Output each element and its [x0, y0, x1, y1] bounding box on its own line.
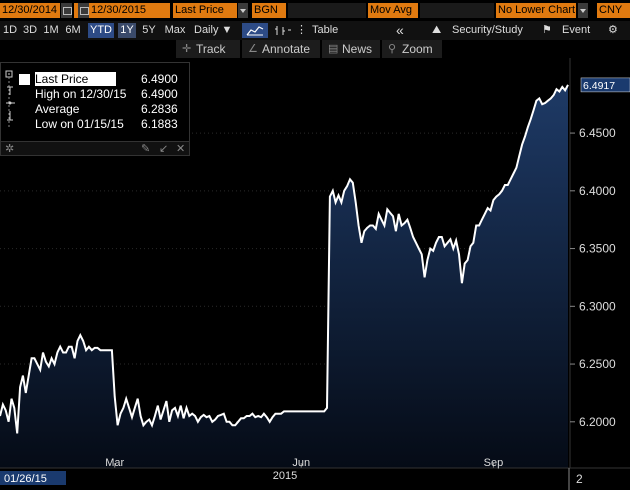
legend-high: High on 12/30/15	[35, 87, 127, 101]
track-label: Track	[196, 42, 226, 56]
year-label: 2015	[273, 470, 297, 482]
legend-average-label: Average	[35, 102, 80, 116]
close-icon[interactable]: ✕	[176, 143, 186, 155]
legend-tree-icon	[5, 70, 15, 127]
news-icon: ▤	[328, 43, 339, 55]
source-spacer	[288, 3, 366, 18]
cursor-date: 01/26/15	[4, 473, 47, 485]
legend-average-value: 6.2836	[141, 102, 178, 116]
x-tick-label: Sep	[484, 457, 504, 469]
range-max[interactable]: Max	[164, 24, 186, 36]
legend-last-price-label: Last Price	[35, 72, 117, 86]
zoom-button[interactable]: ⚲ Zoom	[382, 40, 442, 58]
legend-low-value: 6.1883	[141, 117, 178, 131]
last-price-label: 6.4917	[583, 80, 615, 92]
period-selector[interactable]: Daily ▼	[194, 24, 233, 36]
chevron-down-icon[interactable]	[238, 3, 248, 18]
table-button[interactable]: Table	[312, 24, 339, 36]
range-6m[interactable]: 6M	[65, 24, 81, 36]
security-study-button[interactable]: Security/Study	[452, 24, 523, 36]
chevron-down-icon[interactable]	[578, 3, 588, 18]
x-tick-label: Mar	[105, 457, 124, 469]
annotate-button[interactable]: ∠ Annotate	[242, 40, 320, 58]
annotate-label: Annotate	[262, 42, 311, 56]
gear-icon[interactable]: ⚙	[608, 24, 618, 36]
legend-high-label: High on	[35, 87, 77, 101]
y-tick-label: 6.4000	[579, 184, 616, 198]
legend-average: Average	[35, 102, 79, 116]
y-tick-label: 6.2500	[579, 357, 616, 371]
y-axis: 6.2000 6.2500 6.3000 6.3500 6.4000 6.4500	[570, 126, 616, 429]
top-toolbar: 12/30/2014 12/30/2015 Last Price BGN Mov…	[0, 0, 630, 21]
page-indicator: 2	[576, 472, 583, 486]
x-axis-band	[0, 468, 630, 490]
flag-icon[interactable]: ⚑	[542, 24, 552, 36]
collapse-icon[interactable]: «	[396, 22, 404, 38]
y-tick-label: 6.3000	[579, 299, 616, 313]
magnifier-icon: ⚲	[388, 43, 397, 55]
chart-tools-bar: ✛ Track ∠ Annotate ▤ News ⚲ Zoom	[0, 40, 630, 58]
field-selector[interactable]: Last Price	[173, 3, 237, 18]
start-date-field[interactable]: 12/30/2014	[0, 3, 60, 18]
last-price-swatch	[19, 74, 30, 85]
legend-low-date: 01/15/15	[77, 117, 124, 131]
legend-high-date: 12/30/15	[79, 87, 127, 101]
x-tick-label: Jun	[292, 457, 310, 469]
news-button[interactable]: ▤ News	[322, 40, 380, 58]
price-area	[0, 84, 568, 469]
legend-low-label: Low on	[35, 117, 74, 131]
range-1m[interactable]: 1M	[43, 24, 59, 36]
last-price-box	[580, 77, 630, 93]
bar-chart-icon[interactable]	[270, 23, 296, 38]
pin-icon[interactable]: ✎	[141, 143, 151, 155]
pencil-icon: ∠	[248, 43, 258, 55]
news-label: News	[342, 42, 373, 56]
calendar-icon[interactable]	[61, 3, 72, 18]
gear-icon[interactable]: ✲	[5, 143, 15, 155]
calendar-icon[interactable]	[78, 3, 89, 18]
y-tick-label: 6.2000	[579, 415, 616, 429]
study-spacer	[420, 3, 494, 18]
legend-high-value: 6.4900	[141, 87, 178, 101]
y-tick-label: 6.4500	[579, 126, 616, 140]
range-5y[interactable]: 5Y	[142, 24, 156, 36]
range-toolbar: 1D 3D 1M 6M YTD 1Y 5Y Max Daily ▼ ⋮ Tabl…	[0, 21, 630, 40]
date-separator	[74, 3, 78, 18]
cursor-date-box	[0, 471, 66, 485]
y-tick-label: 6.3500	[579, 242, 616, 256]
legend-footer: ✲ ✎ ↙ ✕	[1, 141, 189, 155]
range-3d[interactable]: 3D	[22, 24, 38, 36]
range-1d[interactable]: 1D	[2, 24, 18, 36]
study-field[interactable]: Mov Avg	[368, 3, 418, 18]
end-date-field[interactable]: 12/30/2015	[89, 3, 170, 18]
legend-low: Low on 01/15/15	[35, 117, 124, 131]
source-field[interactable]: BGN	[252, 3, 286, 18]
legend-panel: Last Price 6.4900 High on 12/30/15 6.490…	[0, 62, 190, 156]
security-study-icon[interactable]: ⛰	[432, 24, 442, 36]
x-axis-labels: MarJunSepDec	[105, 457, 504, 469]
range-ytd[interactable]: YTD	[88, 23, 114, 38]
last-price-marker: 6.4917	[580, 77, 630, 93]
range-1y[interactable]: 1Y	[118, 23, 136, 38]
crosshair-icon: ✛	[182, 43, 192, 55]
legend-last-price-value: 6.4900	[141, 72, 178, 86]
zoom-label: Zoom	[402, 42, 433, 56]
event-button[interactable]: Event	[562, 24, 591, 36]
track-button[interactable]: ✛ Track	[176, 40, 240, 58]
price-line	[0, 84, 569, 434]
legend-last-price: Last Price	[35, 72, 117, 86]
line-chart-icon[interactable]	[242, 23, 268, 38]
x-axis	[114, 463, 494, 468]
lower-chart-field[interactable]: No Lower Chart	[496, 3, 576, 18]
minimize-icon[interactable]: ↙	[159, 143, 169, 155]
table-icon[interactable]: ⋮	[296, 24, 307, 36]
currency-field[interactable]: CNY	[597, 3, 630, 18]
